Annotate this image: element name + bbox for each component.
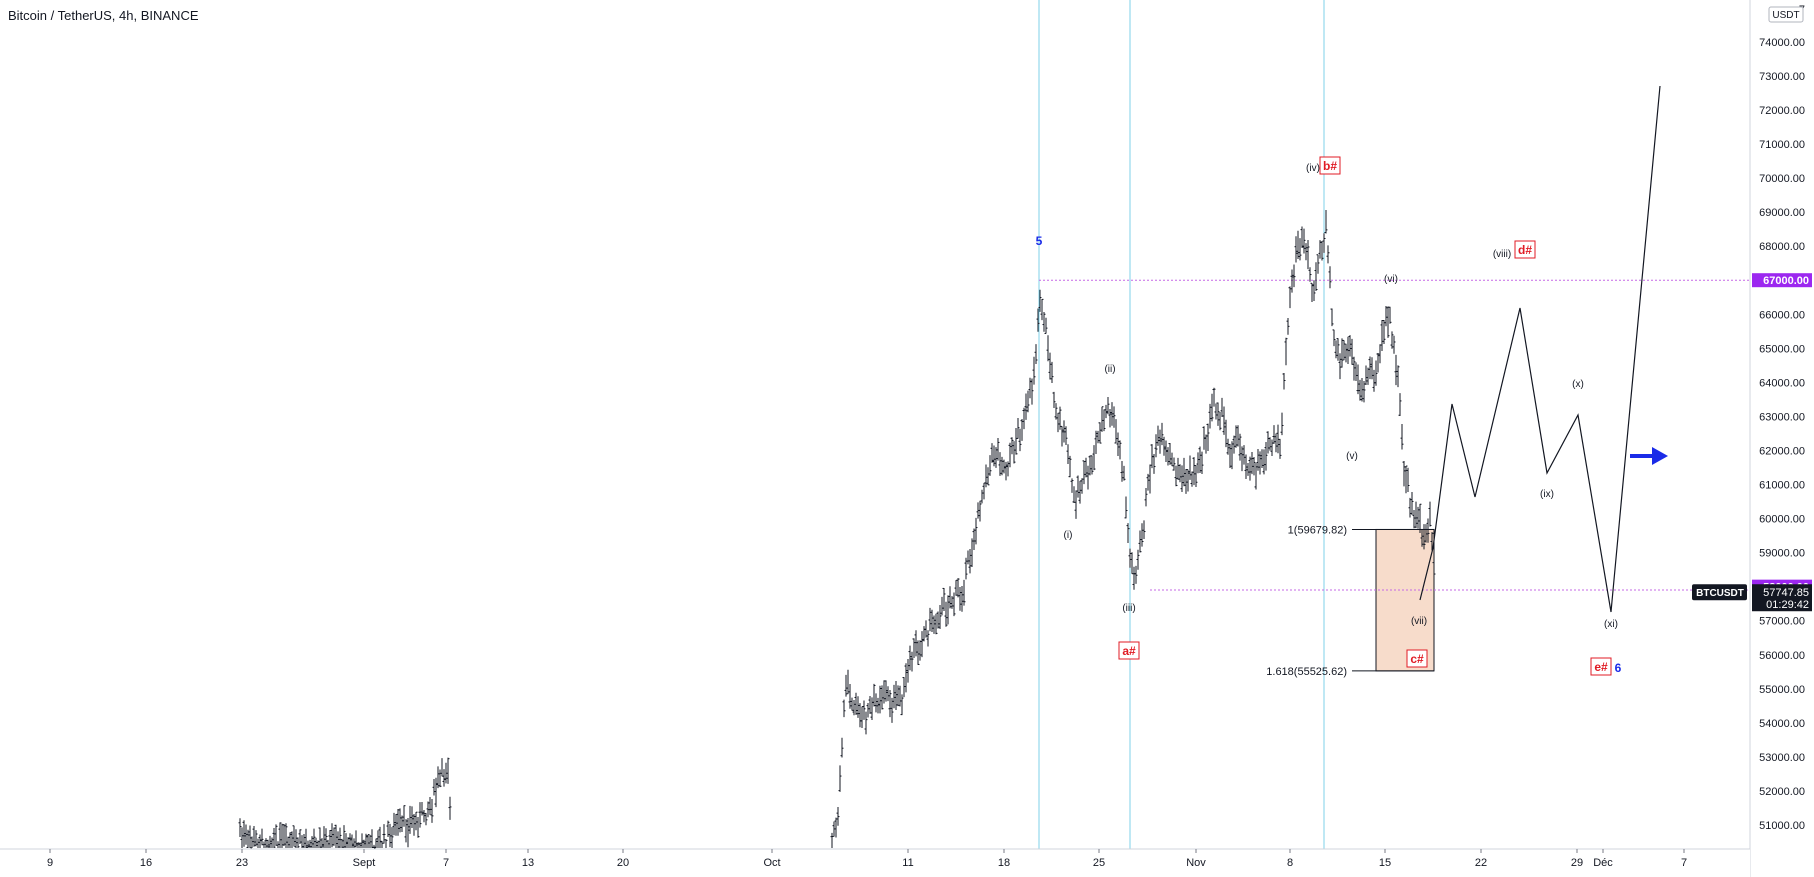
price-tick-label: 61000.00 [1759,480,1805,492]
wave-label-x: (x) [1572,379,1584,390]
fib-label-1: 1(59679.82) [1288,524,1347,536]
price-tick-label: 51000.00 [1759,820,1805,832]
time-tick-label: 15 [1379,857,1391,869]
price-tick-label: 65000.00 [1759,343,1805,355]
level-badge-label: 67000.00 [1763,275,1809,287]
wave-label-vi: (vi) [1384,274,1398,285]
wave-label-vii: (vii) [1411,616,1427,627]
price-tick-label: 55000.00 [1759,684,1805,696]
wave-box-a [1118,641,1140,660]
price-tick-label: 57000.00 [1759,616,1805,628]
time-tick-label: 7 [1681,857,1687,869]
wave-box-label-c: c# [1410,652,1424,666]
wave-count-6: 6 [1615,661,1622,675]
time-tick-label: 7 [443,857,449,869]
price-tick-label: 73000.00 [1759,71,1805,83]
fib-extension-zone[interactable] [1375,528,1435,672]
price-tick-label: 66000.00 [1759,309,1805,321]
price-tick-label: 71000.00 [1759,139,1805,151]
projection-path [1419,85,1661,613]
projection-line [1419,85,1661,613]
price-tick-label: 64000.00 [1759,377,1805,389]
wave-annotations: 1(59679.82) 1.618(55525.62) (i) (ii) (iii) (i… [1036,156,1668,678]
level-badge [1752,273,1812,288]
wave-label-xi: (xi) [1604,619,1618,630]
wave-label-viii: (viii) [1493,249,1511,260]
price-scale-bg[interactable] [1750,0,1814,877]
time-tick-label: 25 [1093,857,1105,869]
time-tick-label: 16 [140,857,152,869]
time-tick-label: 23 [236,857,248,869]
price-tick-label: 74000.00 [1759,37,1805,49]
last-price-badge [1752,584,1812,612]
time-tick-label: Déc [1593,857,1613,869]
price-tick-label: 59000.00 [1759,548,1805,560]
time-tick-label: 20 [617,857,629,869]
price-tick-label: 60000.00 [1759,514,1805,526]
price-tick-label: 63000.00 [1759,411,1805,423]
wave-box-d [1514,240,1536,259]
candle-series [238,210,1436,849]
time-tick-label: 9 [47,857,53,869]
currency-badge-label: USDT [1772,10,1799,21]
time-tick-label: Sept [353,857,376,869]
chart-title: Bitcoin / TetherUS, 4h, BINANCE [8,8,199,23]
price-tick-label: 68000.00 [1759,241,1805,253]
countdown-label: 01:29:42 [1766,599,1809,611]
price-tick-label: 53000.00 [1759,752,1805,764]
wave-label-iii: (iii) [1122,603,1135,614]
time-tick-label: 11 [902,857,913,869]
horizontal-levels [1039,279,1750,591]
wave-box-label-a: a# [1122,644,1136,658]
time-tick-label: 18 [998,857,1010,869]
price-tick-label: 54000.00 [1759,718,1805,730]
wave-box-label-d: d# [1518,243,1532,257]
wave-count-5: 5 [1036,234,1043,248]
time-tick-label: 22 [1475,857,1487,869]
symbol-badge [1692,584,1747,601]
time-scale: 9 16 23 Sept 7 13 20 Oct 11 18 25 Nov 8 15 22 29 Déc 7 [47,849,1687,869]
wave-box-c [1406,649,1428,668]
symbol-badge-label: BTCUSDT [1696,588,1744,599]
time-scale-bg[interactable] [0,849,1750,877]
last-price-label: 57747.85 [1763,587,1809,599]
wave-label-iv: (iv) [1306,163,1320,174]
wave-label-i: (i) [1064,530,1073,541]
price-tick-label: 69000.00 [1759,207,1805,219]
time-tick-label: Oct [763,857,780,869]
currency-badge[interactable] [1768,6,1804,23]
wave-label-v: (v) [1346,451,1358,462]
price-tick-label: 62000.00 [1759,445,1805,457]
wave-box-label-b: b# [1323,159,1337,173]
wave-box-e [1590,657,1612,676]
price-tick-label: 56000.00 [1759,650,1805,662]
time-tick-label: 13 [522,857,534,869]
price-scale: 51000.00 52000.00 53000.00 54000.00 55000.00… [1692,4,1812,832]
time-tick-label: 29 [1571,857,1583,869]
vertical-markers [1038,0,1325,849]
fib-label-1618: 1.618(55525.62) [1266,666,1347,678]
price-tick-label: 52000.00 [1759,786,1805,798]
wave-box-b [1319,156,1341,175]
arrow-head-icon [1652,447,1668,465]
wave-label-ix: (ix) [1540,489,1554,500]
time-tick-label: Nov [1186,857,1206,869]
wave-box-label-e: e# [1594,660,1608,674]
time-tick-label: 8 [1287,857,1293,869]
wave-label-ii: (ii) [1104,364,1115,375]
price-tick-label: 70000.00 [1759,173,1805,185]
price-tick-label: 72000.00 [1759,105,1805,117]
